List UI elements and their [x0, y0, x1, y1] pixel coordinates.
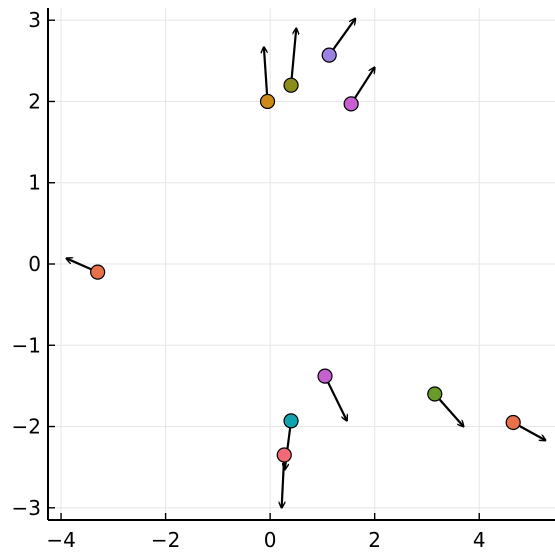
- x-tick-label: −4: [46, 528, 75, 552]
- x-tick-label: 0: [264, 528, 277, 552]
- y-tick-label: −2: [12, 415, 41, 439]
- data-point: [283, 77, 299, 93]
- x-tick-label: 4: [473, 528, 486, 552]
- data-point: [276, 447, 292, 463]
- y-tick-label: −1: [12, 333, 41, 357]
- data-point: [259, 93, 276, 110]
- data-point: [283, 413, 299, 429]
- vector-arrow: [324, 375, 347, 421]
- y-tick-label: −3: [12, 496, 41, 520]
- x-tick-labels: −4 −2 0 2 4: [46, 528, 485, 552]
- data-point: [321, 47, 337, 63]
- vector-arrow: [289, 28, 296, 86]
- data-point: [343, 96, 359, 112]
- vector-arrow: [282, 454, 285, 508]
- points: [90, 47, 521, 463]
- arrows: [66, 19, 545, 508]
- data-point: [505, 414, 521, 431]
- y-tick-label: 0: [28, 252, 41, 276]
- x-tick-label: 2: [368, 528, 381, 552]
- data-point: [427, 386, 443, 402]
- axes: [47, 8, 555, 521]
- y-tick-label: 2: [28, 89, 41, 113]
- vector-arrow: [264, 47, 269, 102]
- y-tick-labels: −3 −2 −1 0 1 2 3: [12, 8, 41, 520]
- x-tick-label: −2: [151, 528, 180, 552]
- data-point: [317, 368, 333, 384]
- data-point: [90, 264, 106, 280]
- grid: [48, 8, 555, 520]
- y-tick-label: 1: [28, 171, 41, 195]
- y-tick-label: 3: [28, 8, 41, 32]
